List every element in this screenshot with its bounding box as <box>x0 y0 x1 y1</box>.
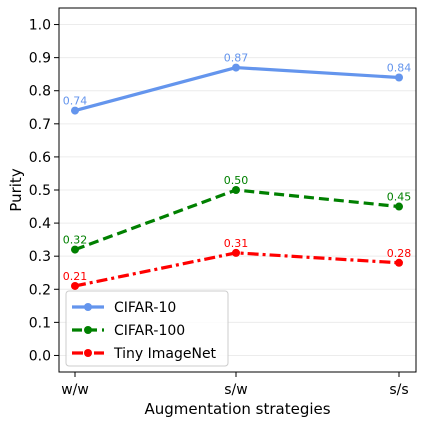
y-tick-label: 0.2 <box>29 282 51 298</box>
y-tick-label: 0.8 <box>29 84 51 100</box>
data-point <box>232 63 240 72</box>
x-tick-label: w/w <box>61 382 89 398</box>
data-label: 0.45 <box>387 191 412 204</box>
data-point <box>71 106 79 115</box>
series-line-0 <box>74 65 400 113</box>
legend-marker <box>84 349 92 357</box>
data-label: 0.32 <box>63 234 88 247</box>
x-tick-label: s/s <box>389 382 408 398</box>
y-tick-label: 0.0 <box>29 348 51 364</box>
data-point <box>232 248 240 257</box>
legend: CIFAR-10 CIFAR-100 Tiny ImageNet <box>65 290 229 367</box>
data-point <box>395 73 403 82</box>
y-tick-label: 0.6 <box>29 150 51 166</box>
y-tick-label: 0.3 <box>29 249 51 265</box>
legend-box <box>65 290 229 367</box>
data-point <box>71 281 79 290</box>
y-axis-title: Purity <box>7 168 25 212</box>
y-tick-label: 0.4 <box>29 216 51 232</box>
legend-marker <box>84 326 92 334</box>
data-point <box>395 258 403 267</box>
data-label: 0.74 <box>63 95 88 108</box>
legend-label: CIFAR-100 <box>114 323 185 339</box>
data-point <box>71 245 79 254</box>
data-label: 0.87 <box>224 52 249 65</box>
series-line-2 <box>74 251 400 288</box>
y-tick-label: 1.0 <box>29 18 51 34</box>
legend-label: Tiny ImageNet <box>113 346 217 362</box>
data-label: 0.28 <box>387 247 412 260</box>
y-tick-label: 0.1 <box>29 315 51 331</box>
legend-label: CIFAR-10 <box>114 300 176 316</box>
y-tick-label: 0.7 <box>29 117 51 133</box>
y-tick-label: 0.5 <box>29 183 51 199</box>
data-label: 0.84 <box>387 61 412 74</box>
data-point <box>232 186 240 194</box>
data-label: 0.21 <box>63 270 88 283</box>
data-point <box>395 202 403 211</box>
x-tick-label: s/w <box>224 382 247 398</box>
data-label: 0.50 <box>224 174 249 187</box>
y-tick-label: 0.9 <box>29 51 51 67</box>
legend-marker <box>84 303 92 311</box>
data-label: 0.31 <box>224 237 249 250</box>
x-axis-title: Augmentation strategies <box>144 400 330 418</box>
axes-layer: 0.0 0.1 0.2 0.3 0.4 0.5 0.6 0.7 0.8 0.9 1.0 w/w s/w s… <box>7 7 417 418</box>
series-layer: 0.74 0.87 0.84 0.32 0.50 0.45 0.21 0.31 0.28 <box>63 52 412 290</box>
